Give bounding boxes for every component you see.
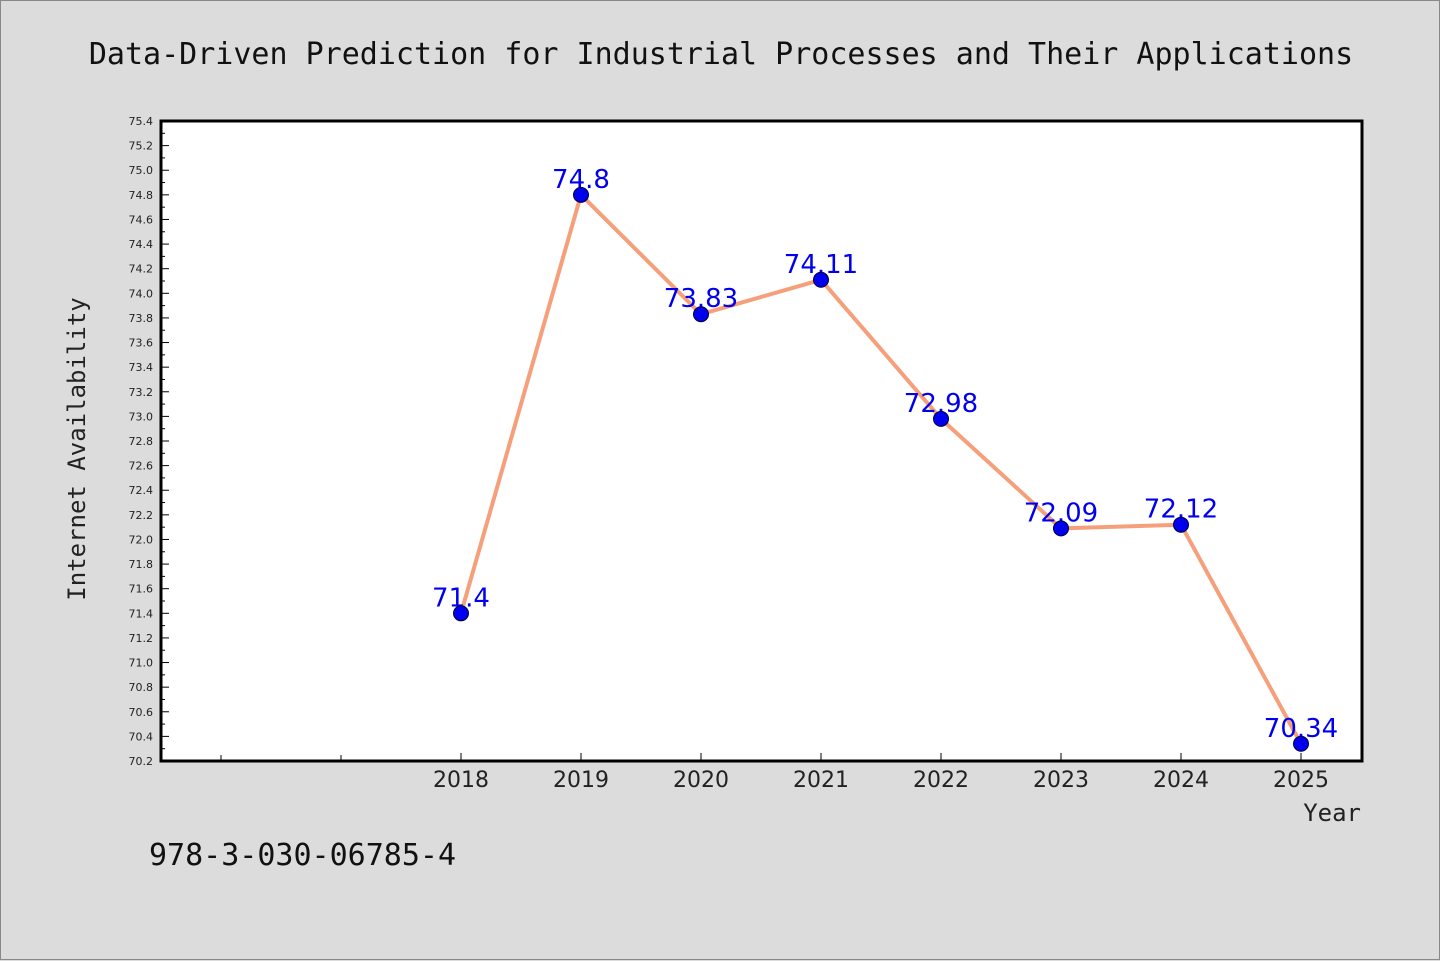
y-tick-label: 70.4 xyxy=(129,730,154,743)
y-tick-label: 74.8 xyxy=(129,189,154,202)
data-point-marker xyxy=(573,186,589,203)
y-tick-label: 72.8 xyxy=(129,435,154,448)
x-axis: 2018 2019 2020 2021 2022 2023 2024 2025 xyxy=(220,753,1329,793)
x-axis-label: Year xyxy=(1303,799,1361,827)
y-tick-label: 70.2 xyxy=(129,755,154,768)
data-point-marker xyxy=(1053,520,1069,537)
y-tick-label: 73.8 xyxy=(129,312,154,325)
x-tick-label: 2023 xyxy=(1033,768,1089,793)
y-tick-label: 74.4 xyxy=(129,238,154,251)
isbn-footer: 978-3-030-06785-4 xyxy=(149,838,456,873)
y-tick-label: 75.4 xyxy=(129,115,154,128)
data-point-marker xyxy=(813,271,829,288)
data-point-marker xyxy=(1293,735,1309,752)
x-tick-label: 2019 xyxy=(553,768,609,793)
y-tick-label: 73.0 xyxy=(129,410,154,423)
y-tick-label: 75.2 xyxy=(129,140,154,153)
y-tick-label: 71.6 xyxy=(129,583,154,596)
y-tick-label: 73.6 xyxy=(129,337,154,350)
y-tick-label: 74.2 xyxy=(129,263,154,276)
chart-title: Data-Driven Prediction for Industrial Pr… xyxy=(89,37,1353,72)
data-point-marker xyxy=(453,605,469,622)
y-tick-label: 73.4 xyxy=(129,361,154,374)
y-tick-label: 74.0 xyxy=(129,287,154,300)
y-tick-label: 72.4 xyxy=(129,484,154,497)
y-tick-label: 72.6 xyxy=(129,460,154,473)
data-point-marker xyxy=(693,306,709,323)
x-tick-label: 2024 xyxy=(1153,768,1209,793)
y-tick-label: 72.0 xyxy=(129,533,154,546)
y-tick-label: 72.2 xyxy=(129,509,154,522)
y-tick-label: 71.8 xyxy=(129,558,154,571)
y-tick-label: 70.6 xyxy=(129,706,154,719)
y-tick-label: 71.0 xyxy=(129,657,154,670)
y-axis: 70.2 70.4 70.6 70.8 71.0 71.2 71.4 71.6 71.8 72.0… xyxy=(129,115,169,768)
x-tick-label: 2018 xyxy=(433,768,489,793)
x-tick-label: 2020 xyxy=(673,768,729,793)
series-line xyxy=(459,192,1303,745)
x-tick-label: 2022 xyxy=(913,768,969,793)
y-tick-label: 71.4 xyxy=(129,607,154,620)
data-point-marker xyxy=(1173,516,1189,533)
x-tick-label: 2021 xyxy=(793,768,849,793)
y-axis-label: Internet Availability xyxy=(63,297,91,600)
y-tick-label: 73.2 xyxy=(129,386,154,399)
y-tick-label: 74.6 xyxy=(129,213,154,226)
data-point-marker xyxy=(933,410,949,427)
y-tick-label: 71.2 xyxy=(129,632,154,645)
y-tick-label: 70.8 xyxy=(129,681,154,694)
y-tick-label: 75.0 xyxy=(129,164,154,177)
plot-area xyxy=(159,119,1364,763)
x-tick-label: 2025 xyxy=(1273,768,1329,793)
